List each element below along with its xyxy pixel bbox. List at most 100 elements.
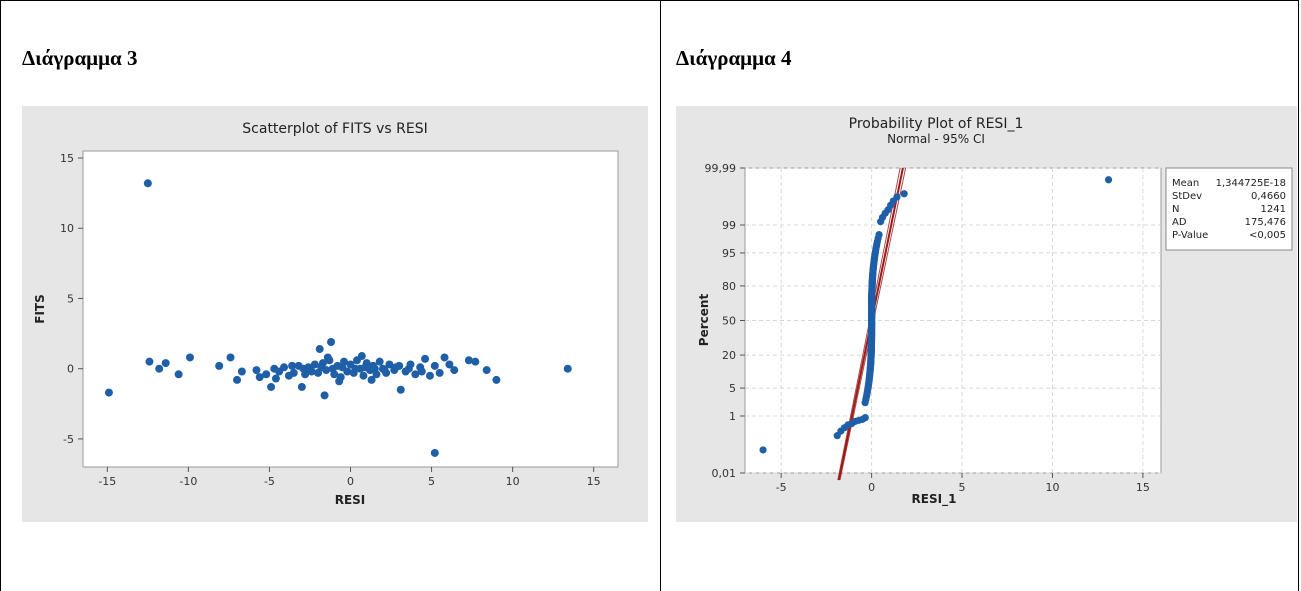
data-point: [404, 364, 413, 373]
probability-plot-svg: Probability Plot of RESI_1 Normal - 95% …: [697, 116, 1293, 507]
x-tick-label: 10: [506, 475, 520, 488]
data-point: [174, 370, 183, 379]
x-axis-label: RESI: [335, 493, 366, 507]
data-point: [893, 193, 901, 201]
x-tick-label: -15: [98, 475, 116, 488]
probability-plot-chart: Probability Plot of RESI_1 Normal - 95% …: [676, 106, 1297, 522]
data-point: [421, 354, 430, 363]
stat-label: N: [1172, 204, 1179, 215]
data-point: [297, 382, 306, 391]
data-point: [367, 375, 376, 384]
x-tick-label: 15: [1136, 481, 1150, 494]
y-tick-label: 99,99: [705, 162, 737, 175]
data-point: [262, 370, 271, 379]
data-point: [270, 364, 279, 373]
y-tick-label: 95: [722, 247, 736, 260]
chart-title: Probability Plot of RESI_1: [849, 116, 1024, 132]
chart-subtitle: Normal - 95% CI: [887, 132, 985, 146]
data-point: [445, 360, 454, 369]
data-point: [289, 368, 298, 377]
stats-box: [1165, 167, 1293, 251]
data-point: [315, 345, 324, 354]
chart-title: Scatterplot of FITS vs RESI: [242, 121, 427, 137]
stat-label: AD: [1172, 217, 1187, 228]
data-point: [104, 388, 113, 397]
data-point: [435, 368, 444, 377]
y-tick-label: 15: [60, 152, 74, 165]
data-point: [288, 361, 297, 370]
data-point: [357, 352, 366, 361]
x-tick-label: 0: [347, 475, 354, 488]
data-point: [299, 364, 308, 373]
data-point: [215, 361, 224, 370]
data-point: [280, 363, 289, 372]
y-axis-label: FITS: [33, 294, 47, 324]
plot-area: [82, 150, 619, 468]
data-point: [396, 385, 405, 394]
stat-value: 175,476: [1245, 217, 1286, 228]
y-tick-label: 20: [722, 349, 736, 362]
y-tick-label: 80: [722, 280, 736, 293]
y-tick-label: 5: [729, 382, 736, 395]
data-point: [305, 366, 314, 375]
y-tick-label: 1: [729, 410, 736, 423]
data-point: [327, 338, 336, 347]
data-point: [370, 364, 379, 373]
data-point: [155, 364, 164, 373]
data-point: [1104, 176, 1113, 184]
data-point: [237, 367, 246, 376]
x-tick-label: -5: [264, 475, 275, 488]
data-point: [425, 371, 434, 380]
y-tick-label: 0: [67, 363, 74, 376]
stat-value: 1241: [1261, 204, 1286, 215]
data-point: [430, 448, 439, 457]
data-point: [161, 359, 170, 368]
data-point: [255, 373, 264, 382]
scatterplot-chart: Scatterplot of FITS vs RESI -15 -10 -5 0 5 10…: [22, 106, 648, 522]
data-point: [226, 353, 235, 362]
data-point: [861, 413, 869, 422]
scatterplot-svg: Scatterplot of FITS vs RESI -15 -10 -5 0 5 10…: [33, 121, 619, 507]
data-point: [186, 353, 194, 362]
data-point: [361, 363, 370, 372]
stat-value: 0,4660: [1251, 191, 1286, 202]
data-point: [471, 357, 480, 366]
data-point: [252, 366, 261, 375]
data-point: [351, 364, 360, 373]
data-point: [335, 377, 344, 386]
y-tick-label: 10: [60, 222, 74, 235]
stat-label: P-Value: [1172, 230, 1208, 241]
data-point: [391, 363, 400, 372]
data-point: [450, 366, 459, 375]
data-point: [267, 382, 276, 391]
x-tick-label: 5: [959, 481, 966, 494]
stat-value: <0,005: [1249, 230, 1286, 241]
panel-heading-3: Διάγραμμα 3: [22, 46, 138, 70]
stat-label: StDev: [1172, 191, 1202, 202]
data-point: [310, 360, 319, 369]
data-point: [875, 230, 883, 239]
data-point: [440, 353, 449, 362]
y-tick-label: 5: [67, 292, 74, 305]
x-tick-label: -5: [776, 481, 787, 494]
data-point: [380, 366, 389, 375]
data-point: [338, 363, 347, 372]
x-tick-label: 15: [587, 475, 601, 488]
stats-legend: Mean 1,344725E-18 StDev 0,4660 N 1241 AD 175,47…: [1165, 167, 1293, 251]
x-tick-label: 5: [428, 475, 435, 488]
data-point: [359, 371, 368, 380]
data-point: [482, 366, 491, 375]
data-point: [320, 391, 329, 400]
stat-label: Mean: [1172, 178, 1199, 189]
data-point: [430, 361, 439, 370]
data-point: [417, 367, 426, 376]
panel-divider: [660, 0, 661, 591]
data-point: [759, 446, 767, 454]
y-tick-label: 50: [722, 315, 736, 328]
data-point: [233, 375, 242, 384]
x-axis-label: RESI_1: [912, 492, 957, 507]
data-point: [317, 363, 326, 372]
data-point: [145, 357, 154, 366]
data-point: [143, 179, 152, 188]
